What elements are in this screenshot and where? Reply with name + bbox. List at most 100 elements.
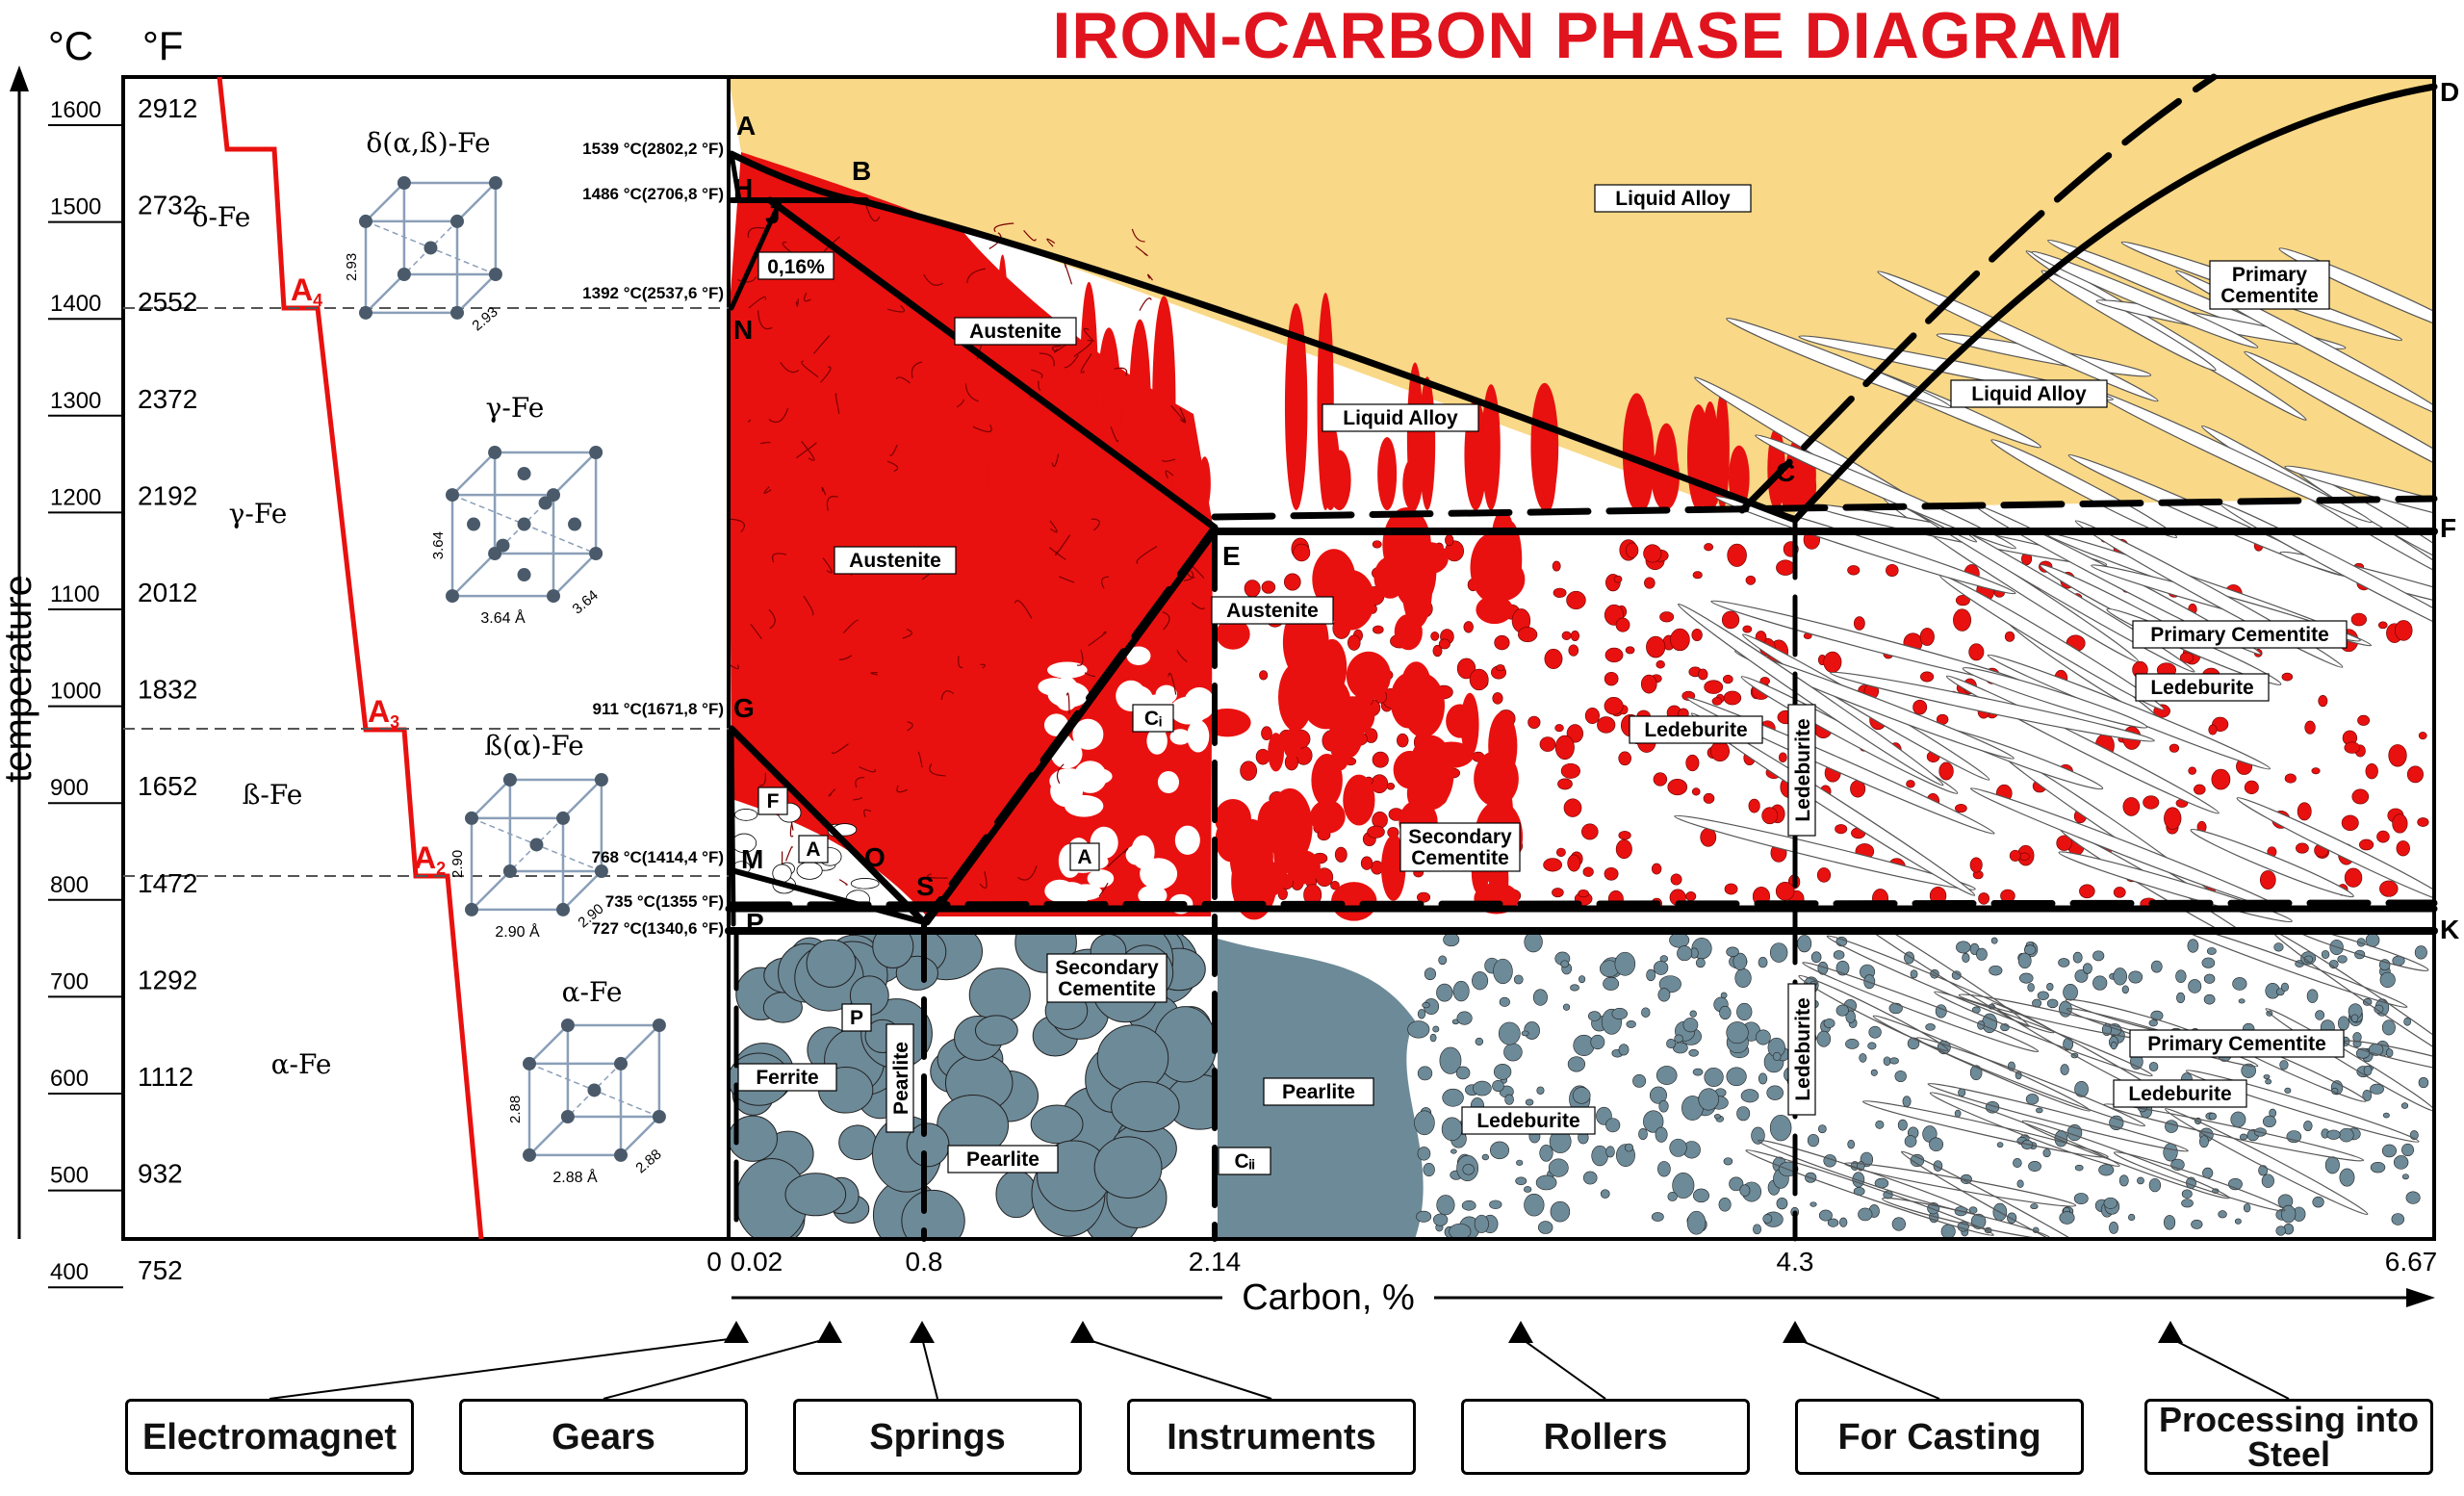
austenite-dot: [1561, 631, 1572, 641]
mo-line: [729, 867, 927, 925]
grain-boundary: [737, 276, 757, 283]
austenite-dot: [2394, 620, 2413, 641]
pearlite-dot: [2356, 938, 2366, 947]
cementite-plate: [2168, 931, 2408, 1008]
austenite-dot: [1543, 858, 1562, 872]
cementite-plate: [1755, 434, 2016, 550]
pearlite-dot: [1436, 983, 1453, 1002]
pearlite-dot: [1550, 1200, 1571, 1223]
label-a-small2: A: [1069, 842, 1100, 871]
gp-line: [729, 726, 736, 927]
pearlite-dot: [1823, 1019, 1835, 1028]
ferrite-grain: [1116, 680, 1146, 711]
temperature-notes: 1539 °C(2802,2 °F) 1486 °C(2706,8 °F) 1392…: [582, 140, 724, 938]
pearlite-dot: [1889, 1057, 1899, 1065]
dendrite: [1701, 401, 1719, 510]
point-f: F: [2440, 513, 2456, 543]
austenite-dot: [1704, 680, 1724, 694]
pearlite-dot: [1567, 1056, 1586, 1072]
pearlite-grain: [784, 1173, 847, 1217]
pearlite-dot: [2013, 1158, 2022, 1169]
grain-boundary: [826, 496, 838, 511]
pearlite-dot: [1674, 1034, 1683, 1044]
percent-note-box: [757, 251, 834, 280]
grain-boundary: [771, 553, 787, 563]
grain-boundary: [1080, 353, 1092, 374]
celsius-unit: °C: [48, 23, 93, 68]
austenite-blob: [1477, 557, 1526, 602]
grain-boundary: [759, 441, 771, 445]
grain-boundary: [1110, 426, 1119, 443]
point-j: J: [765, 199, 781, 229]
pearlite-dot: [1894, 1070, 1907, 1083]
pearlite-dot: [2025, 1094, 2040, 1105]
carbon-tick: 0.8: [906, 1247, 943, 1277]
austenite-dot: [1563, 798, 1582, 817]
pearlite-dot: [1573, 1034, 1595, 1056]
austenite-dot: [1778, 752, 1787, 763]
austenite-dot: [1886, 563, 1899, 577]
austenite-dot: [1969, 857, 1983, 873]
app-arrow-line: [1794, 1337, 1940, 1400]
pearlite-dot: [1492, 1079, 1504, 1092]
grain-boundary: [972, 424, 992, 433]
pearlite-dot: [2059, 1211, 2075, 1225]
pearlite-dot: [2378, 959, 2391, 971]
pearlite-dot: [1653, 960, 1669, 975]
pearlite-dot: [1692, 1068, 1704, 1076]
austenite-dot: [1625, 646, 1635, 655]
pearlite-dot: [1762, 1214, 1773, 1224]
pearlite-dot: [2239, 1133, 2248, 1141]
pearlite-dot: [1591, 1145, 1608, 1167]
pearlite-dot: [1538, 1221, 1553, 1234]
ferrite-grain: [1157, 771, 1180, 793]
pearlite-dot: [1667, 1192, 1678, 1201]
pearlite-dot: [1461, 1199, 1476, 1211]
austenite-dot: [2194, 784, 2206, 795]
pearlite-dot: [1416, 1210, 1432, 1223]
temperature-note: 911 °C(1671,8 °F): [593, 700, 724, 718]
cube-gamma: 3.64 3.64 3.64 Å: [430, 446, 603, 627]
grain-boundary: [855, 776, 865, 788]
grain-boundary: [895, 376, 911, 384]
pearlite-dot: [1649, 1086, 1667, 1104]
lattice-beta-name: ß(α)-Fe: [484, 730, 583, 761]
austenite-dot: [1518, 627, 1538, 643]
austenite-dot: [2018, 852, 2030, 861]
fahrenheit-unit: °F: [142, 23, 183, 68]
temperature-note: 768 °C(1414,4 °F): [592, 848, 724, 866]
austenite-dot: [1397, 733, 1409, 748]
pearlite-dot: [2381, 1144, 2397, 1158]
label-ledeburite-low-right: Ledeburite: [2113, 1079, 2247, 1108]
austenite-dot: [1644, 577, 1656, 589]
pearlite-dot: [1489, 1199, 1502, 1210]
pearlite-dot: [2280, 1204, 2297, 1224]
austenite-dot: [1416, 891, 1431, 903]
pearlite-dot: [1442, 1088, 1464, 1107]
austenite-dot: [1761, 807, 1779, 825]
tick-fahrenheit: 1472: [138, 868, 197, 898]
pearlite-dot: [2279, 1060, 2289, 1070]
pearlite-dot: [1570, 984, 1579, 992]
dendrite: [1317, 293, 1334, 510]
grain-boundary: [1014, 600, 1033, 619]
austenite-dot: [1938, 761, 1954, 781]
ferrite-grain: [1169, 696, 1209, 725]
lattice-bottom: 3.64 Å: [480, 608, 526, 627]
austenite-dot: [2188, 766, 2197, 775]
pearlite-dot: [2181, 1189, 2193, 1199]
pearlite-dot: [2063, 984, 2078, 1001]
app-arrow-line: [2169, 1337, 2290, 1400]
label-line-1: Secondary: [1055, 957, 1159, 979]
pearlite-dot: [1646, 968, 1656, 982]
label-text: Liquid Alloy: [1971, 383, 2087, 405]
pearlite-dot: [1689, 1010, 1697, 1018]
austenite-blob: [1257, 800, 1284, 845]
lattice-alpha-name: α-Fe: [562, 976, 623, 1008]
pearlite-dot: [2137, 1176, 2144, 1185]
austenite-dot: [1667, 779, 1688, 796]
label-liquid2: Liquid Alloy: [1322, 403, 1479, 432]
pearlite-dot: [2148, 1062, 2159, 1071]
carbon-tick: 6.67: [2385, 1247, 2438, 1277]
austenite-dot: [1255, 748, 1270, 765]
